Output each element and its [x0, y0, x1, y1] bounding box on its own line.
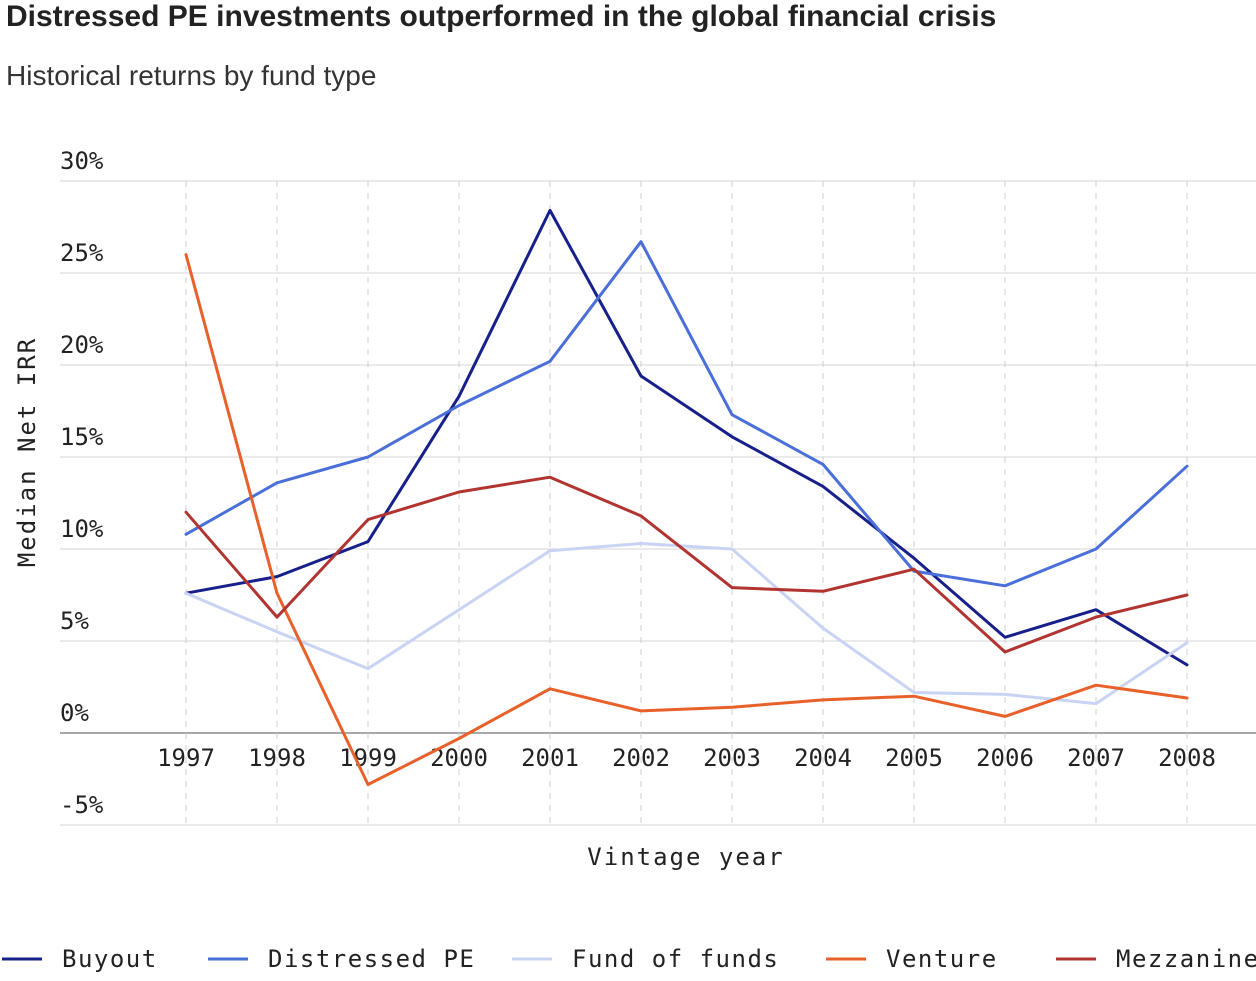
chart-title: Distressed PE investments outperformed i… [6, 0, 997, 33]
y-axis-label: Median Net IRR [13, 337, 41, 567]
y-tick-label: 10% [60, 515, 104, 543]
chart-subtitle: Historical returns by fund type [6, 60, 377, 91]
x-tick-label: 1998 [248, 744, 306, 772]
y-tick-label: 0% [60, 699, 89, 727]
legend: Buyout Distressed PE Fund of funds Venture M… [2, 945, 1256, 973]
x-tick-label: 2006 [976, 744, 1034, 772]
x-tick-label: 1999 [339, 744, 397, 772]
y-tick-label: 30% [60, 147, 104, 175]
y-axis-ticks: -5% 0% 5% 10% 15% 20% 25% 30% [60, 147, 104, 819]
x-tick-label: 2002 [612, 744, 670, 772]
y-tick-label: 25% [60, 239, 104, 267]
y-tick-label: -5% [60, 791, 104, 819]
legend-item-buyout: Buyout [2, 945, 158, 973]
series-lines [184, 208, 1189, 786]
x-tick-label: 1997 [157, 744, 215, 772]
series-line-distressed-pe [184, 240, 1189, 588]
x-tick-label: 2007 [1067, 744, 1125, 772]
legend-item-fund-of-funds: Fund of funds [512, 945, 779, 973]
legend-label: Fund of funds [572, 945, 779, 973]
series-line-buyout [184, 208, 1189, 667]
y-tick-label: 5% [60, 607, 89, 635]
legend-label: Buyout [62, 945, 158, 973]
x-tick-label: 2001 [521, 744, 579, 772]
legend-item-venture: Venture [826, 945, 998, 973]
legend-label: Distressed PE [268, 945, 475, 973]
x-tick-label: 2005 [885, 744, 943, 772]
y-tick-label: 15% [60, 423, 104, 451]
y-tick-label: 20% [60, 331, 104, 359]
x-axis-ticks: 1997 1998 1999 2000 2001 2002 2003 2004 2005 2006… [157, 744, 1216, 772]
x-tick-label: 2008 [1158, 744, 1216, 772]
legend-item-distressed-pe: Distressed PE [208, 945, 475, 973]
x-axis-label: Vintage year [587, 843, 784, 871]
legend-item-mezzanine: Mezzanine [1056, 945, 1256, 973]
series-line-mezzanine [184, 475, 1189, 654]
series-line-fund-of-funds [184, 542, 1189, 706]
series-line-venture [184, 253, 1189, 786]
legend-label: Mezzanine [1116, 945, 1256, 973]
x-tick-label: 2004 [794, 744, 852, 772]
x-tick-label: 2003 [703, 744, 761, 772]
legend-label: Venture [886, 945, 998, 973]
